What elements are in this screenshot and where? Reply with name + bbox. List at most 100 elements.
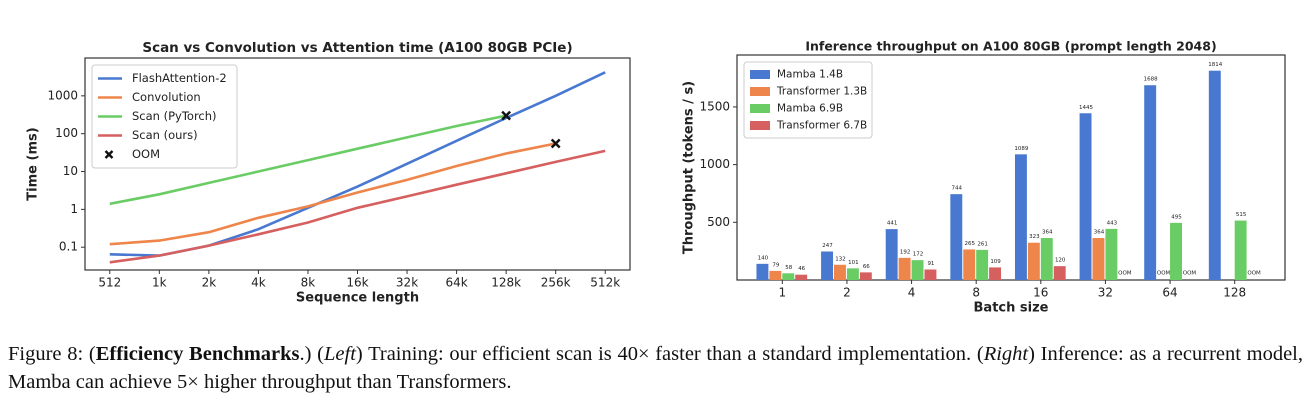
value-label: 91 xyxy=(927,261,934,267)
legend-label: Scan (ours) xyxy=(132,128,198,142)
x-tick-label: 256k xyxy=(541,276,571,290)
y-tick-label: 1 xyxy=(70,202,78,216)
x-tick-label: 128 xyxy=(1223,286,1246,300)
legend-label: Transformer 6.7B xyxy=(776,120,867,132)
bar xyxy=(885,229,898,280)
y-axis-label: Time (ms) xyxy=(26,127,41,200)
value-label: 79 xyxy=(772,262,779,268)
bar xyxy=(950,194,963,280)
legend-swatch xyxy=(750,87,770,96)
legend-swatch xyxy=(750,104,770,113)
bar xyxy=(976,249,989,280)
bar xyxy=(911,260,924,280)
x-tick-label: 8k xyxy=(301,276,316,290)
legend-label: FlashAttention-2 xyxy=(132,71,227,85)
value-label: 46 xyxy=(798,266,805,272)
legend-box xyxy=(91,64,238,169)
value-label: 1089 xyxy=(1014,146,1028,152)
plot-frame xyxy=(736,54,1286,281)
value-label: 265 xyxy=(964,241,975,247)
y-tick-label: 1000 xyxy=(47,88,78,102)
y-axis-label: Throughput (tokens / s) xyxy=(682,81,697,254)
caption-run: .) ( xyxy=(299,343,325,365)
bar xyxy=(1079,113,1092,281)
y-tick-label: 0.1 xyxy=(59,240,78,254)
bar xyxy=(1234,220,1247,280)
line-series xyxy=(109,142,556,246)
bar xyxy=(1208,70,1221,280)
x-tick-label: 16 xyxy=(1033,286,1048,300)
value-label: 441 xyxy=(887,221,898,227)
legend-label: OOM xyxy=(132,147,160,161)
value-label: 1445 xyxy=(1079,105,1093,111)
x-tick-label: 32k xyxy=(396,276,418,290)
figure: Scan vs Convolution vs Attention time (A… xyxy=(26,39,1286,316)
y-tick-label: 100 xyxy=(55,126,78,140)
value-label: 515 xyxy=(1236,212,1247,218)
caption-run: Right xyxy=(983,343,1029,365)
legend-label: Mamba 6.9B xyxy=(777,103,843,115)
y-tick-label: 10 xyxy=(63,164,78,178)
marker-stroke xyxy=(104,150,114,159)
caption-run: Efficiency Benchmarks xyxy=(95,343,300,365)
line-series xyxy=(109,149,606,264)
value-label: OOM xyxy=(1183,271,1197,277)
value-label: 364 xyxy=(1042,230,1053,236)
value-label: 744 xyxy=(952,186,963,192)
caption-run: ) Training: our efficient scan is 40× fa… xyxy=(355,343,984,365)
bar xyxy=(769,270,782,280)
value-label: 247 xyxy=(822,243,833,249)
caption-run: Figure 8: ( xyxy=(8,343,96,365)
bar xyxy=(782,273,795,280)
bar xyxy=(1092,238,1105,280)
x-tick-label: 16k xyxy=(346,276,368,290)
x-tick-label: 128k xyxy=(491,276,521,290)
x-tick-label: 512 xyxy=(98,276,121,290)
legend-swatch xyxy=(750,70,770,79)
chart-title: Scan vs Convolution vs Attention time (A… xyxy=(142,40,572,56)
bar xyxy=(963,249,976,280)
y-tick-label: 1500 xyxy=(699,99,730,113)
value-label: 132 xyxy=(835,256,846,262)
value-label: OOM xyxy=(1247,271,1261,277)
legend-box xyxy=(743,61,873,139)
caption-run: ) Inference: as a recurrent model, Mamba… xyxy=(8,343,1303,393)
x-tick-label: 64k xyxy=(445,276,467,290)
x-tick-label: 64 xyxy=(1162,286,1177,300)
x-tick-label: 1 xyxy=(778,286,786,300)
caption-run: Left xyxy=(324,343,356,365)
x-tick-label: 4 xyxy=(908,286,916,300)
value-label: 101 xyxy=(848,260,859,266)
oom-marker xyxy=(501,110,512,121)
bar xyxy=(859,272,872,280)
oom-marker xyxy=(550,138,561,149)
value-label: OOM xyxy=(1118,271,1132,277)
x-tick-label: 512k xyxy=(590,276,620,290)
legend-label: Scan (PyTorch) xyxy=(132,109,217,123)
x-tick-label: 1k xyxy=(152,276,167,290)
x-tick-label: 2k xyxy=(202,276,217,290)
value-label: 140 xyxy=(758,255,769,261)
legend-label: Mamba 1.4B xyxy=(777,69,843,81)
value-label: 66 xyxy=(863,264,870,270)
legend: FlashAttention-2 Convolution Scan (PyTorch… xyxy=(91,64,238,169)
bar xyxy=(1144,85,1157,280)
legend-label: Transformer 1.3B xyxy=(776,86,867,98)
value-label: 172 xyxy=(913,252,924,258)
legend-label: Convolution xyxy=(132,90,201,104)
caption: Figure 8: (Efficiency Benchmarks.) (Left… xyxy=(8,340,1303,396)
bar xyxy=(924,269,937,280)
bar xyxy=(1040,238,1053,280)
bar xyxy=(821,251,834,280)
line-series xyxy=(109,114,507,206)
value-label: 120 xyxy=(1055,258,1066,264)
x-tick-label: 4k xyxy=(251,276,266,290)
bar xyxy=(1014,154,1027,280)
y-tick-label: 500 xyxy=(707,215,730,229)
bar xyxy=(1170,222,1182,280)
bar xyxy=(834,264,846,280)
value-label: 495 xyxy=(1171,214,1182,220)
x-tick-label: 8 xyxy=(972,286,980,300)
bar xyxy=(846,268,859,280)
